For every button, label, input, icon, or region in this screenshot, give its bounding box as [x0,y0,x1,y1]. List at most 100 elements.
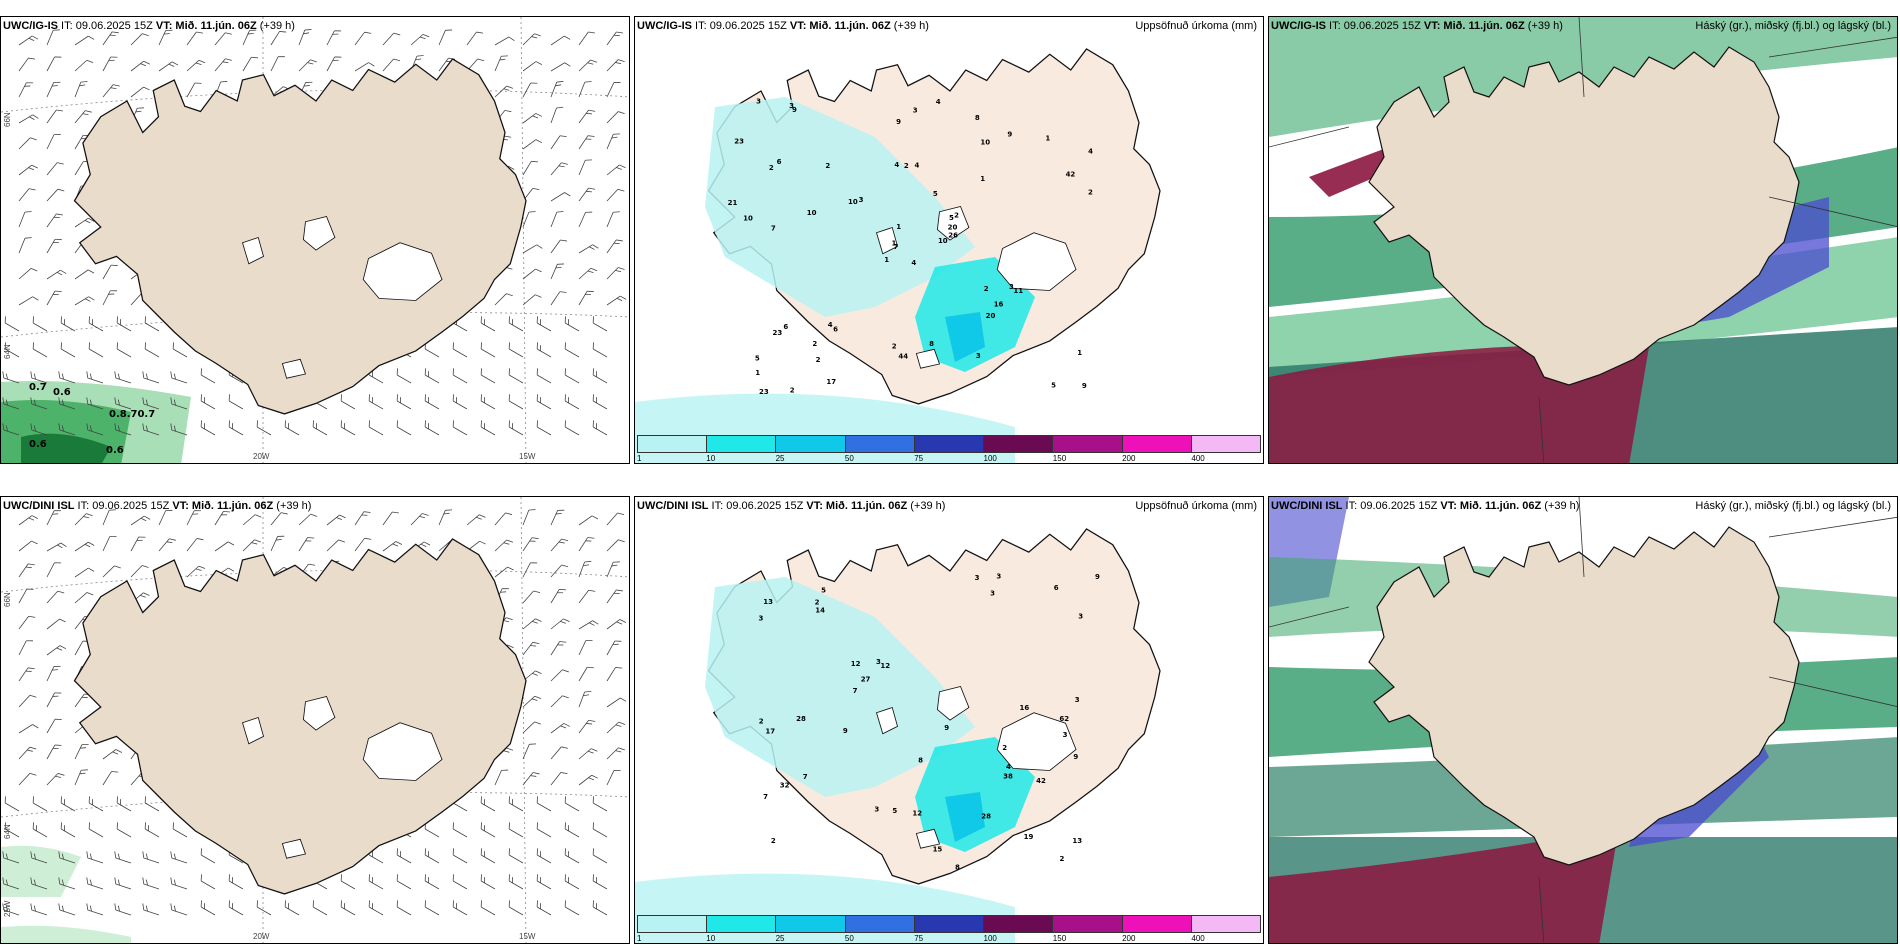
colorbar-swatch [845,916,915,932]
precip-value: 38 [1003,772,1013,780]
precip-value: 3 [859,196,864,204]
precip-value: 20 [986,312,996,320]
precip-value: 2 [815,598,820,606]
precip-value: 7 [771,224,776,232]
lat-label-64n: 64N [3,344,12,359]
colorbar-tick: 10 [706,934,716,943]
title-vt: Mið. 11.jún. 06Z [191,500,277,512]
colorbar-tick: 10 [706,454,716,463]
colorbar-tick: 100 [983,454,997,463]
precip-value: 2 [984,285,989,293]
colorbar-swatch [707,916,777,932]
colorbar-swatch [638,436,708,452]
precip-value: 2 [790,387,795,395]
precip-value: 2 [771,837,776,845]
precip-value: 9 [1073,753,1078,761]
precip-value: 12 [851,660,861,668]
precip-colorbar [637,435,1261,453]
title-it: 09.06.2025 15Z [709,20,790,32]
colorbar-tick: 400 [1191,934,1205,943]
precip-value: 4 [911,259,916,267]
precip-value: 1 [1045,135,1050,143]
colorbar-swatch [1122,436,1192,452]
precip-value: 2 [816,356,821,364]
lat-label-64n: 64N [3,824,12,839]
precip-value: 3 [976,352,981,360]
precip-value: 3 [759,615,764,623]
precip-value: 7 [853,687,858,695]
lon-label-15w: 15W [519,452,536,461]
cloud-panel-ig-is: UWC/IG-IS IT: 09.06.2025 15Z VT: Mið. 11… [1268,16,1898,464]
colorbar-tick: 200 [1122,934,1136,943]
precip-map: 4275568410109974112456312221169102212129… [635,48,1161,463]
lon-lines [1269,17,1897,463]
precip-value: 0.7 [29,382,47,393]
precip-value: 2 [904,162,909,170]
precip-value: 6 [783,323,788,331]
title-lead: (+39 h) [1544,500,1580,512]
precip-value: 28 [796,715,806,723]
lon-lines [1269,497,1897,943]
precip-value: 9 [1082,382,1087,390]
title-vt-label: VT: [806,500,826,512]
precip-value: 21 [728,199,738,207]
precip-shade [1,845,81,897]
colorbar-swatch [845,436,915,452]
colorbar-swatch [914,436,985,452]
title-it-label: IT: [708,500,727,512]
precip-value: 13 [1072,837,1082,845]
precip-value: 3 [996,573,1001,581]
precip-value: 0.8.70.7 [109,409,155,420]
wind-map: 0.7 0.6 0.8.70.7 0.6 0.6 [1,17,629,463]
precip-value: 26 [948,232,958,240]
colorbar-tick: 25 [775,934,785,943]
precip-value: 3 [756,97,761,105]
precip-value: 4 [914,162,919,170]
precip-value: 23 [734,137,744,145]
title-lead: (+39 h) [276,500,312,512]
title-lead: (+39 h) [893,20,929,32]
precip-value: 3 [913,107,918,115]
panel-title: UWC/DINI ISL IT: 09.06.2025 15Z VT: Mið.… [1271,500,1579,512]
title-it-label: IT: [1326,20,1344,32]
title-lead: (+39 h) [259,20,295,32]
precip-value: 2 [892,343,897,351]
precip-map: 2325121973128321313338937967932417141615… [635,528,1161,943]
iceland-coastline [73,58,527,415]
precip-value: 0.6 [29,439,47,450]
precip-value: 10 [807,209,817,217]
precip-value: 23 [773,329,783,337]
title-vt: Mið. 11.jún. 06Z [1443,20,1528,32]
precip-value: 5 [755,355,760,363]
precip-value: 2 [825,162,830,170]
title-vt-label: VT: [789,20,810,32]
precip-value: 9 [1095,573,1100,581]
wind-map [1,497,629,943]
title-vt: Mið. 11.jún. 06Z [809,20,894,32]
precip-value: 6 [833,325,838,333]
colorbar-tick: 200 [1122,454,1136,463]
title-it-label: IT: [58,20,76,32]
precip-value: 16 [1020,704,1030,712]
field-title: Uppsöfnuð úrkoma (mm) [1135,500,1257,512]
precip-value: 9 [896,118,901,126]
precip-value: 44 [898,353,908,361]
colorbar-tick: 1 [637,934,642,943]
precip-value: 3 [990,590,995,598]
precip-value: 3 [1063,731,1068,739]
precip-value: 10 [743,215,753,223]
precip-value: 8 [955,863,960,871]
cloud-map [1269,497,1897,943]
precip-value: 3 [975,574,980,582]
iceland-coastline [1368,526,1800,866]
colorbar-tick: 75 [914,454,924,463]
precip-value: 12 [912,810,922,818]
title-it: 09.06.2025 15Z [92,500,173,512]
precip-value: 20 [948,223,958,231]
precip-value: 3 [1009,283,1014,291]
iceland-coastline [73,538,527,895]
precip-value: 4 [894,161,899,169]
precip-value: 23 [759,388,769,396]
precip-value: 5 [949,214,954,222]
precip-value: 2 [812,340,817,348]
